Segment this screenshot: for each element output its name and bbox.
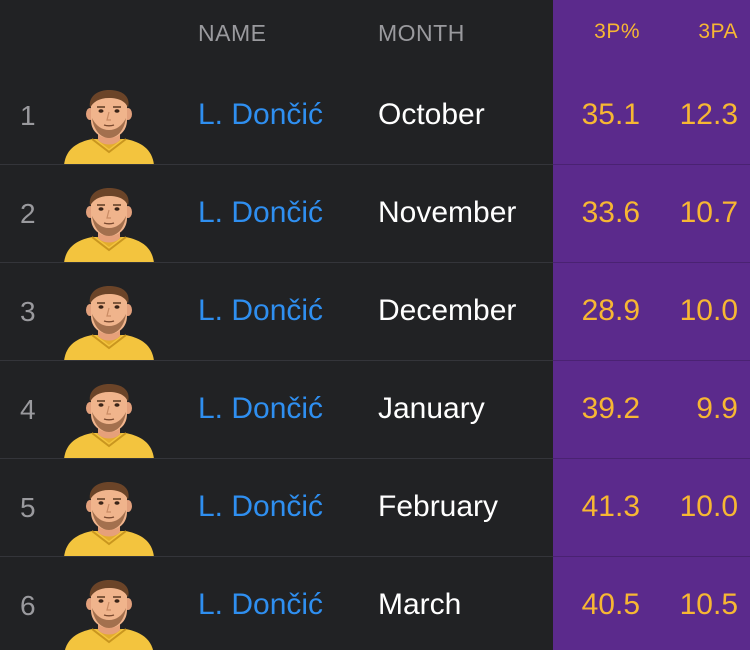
row-month: October [378,98,485,131]
column-header-3p-pct[interactable]: 3P% [594,20,640,43]
player-headshot-icon[interactable] [56,580,162,650]
player-headshot-icon[interactable] [56,384,162,459]
row-divider-stat [553,556,750,557]
table-row[interactable]: 5 L. Dončić Fe [0,460,750,557]
row-month: December [378,294,517,327]
row-divider [0,164,750,165]
row-divider [0,458,750,459]
row-month: January [378,392,485,425]
row-3pa: 10.7 [679,196,738,229]
row-3pa: 10.5 [679,588,738,621]
column-header-3pa[interactable]: 3PA [698,20,738,43]
table-row[interactable]: 6 L. Dončić Ma [0,558,750,650]
row-3pa: 12.3 [679,98,738,131]
player-name-link[interactable]: L. Dončić [198,588,324,621]
row-rank: 4 [20,394,36,425]
row-3p-pct: 40.5 [581,588,640,621]
row-3pa: 9.9 [696,392,738,425]
row-month: November [378,196,517,229]
row-divider [0,262,750,263]
player-name-link[interactable]: L. Dončić [198,98,324,131]
row-3p-pct: 35.1 [581,98,640,131]
player-headshot-icon[interactable] [56,286,162,361]
table-row[interactable]: 3 L. Dončić De [0,264,750,361]
table-row[interactable]: 2 L. Dončić No [0,166,750,263]
row-rank: 2 [20,198,36,229]
player-name-link[interactable]: L. Dončić [198,392,324,425]
column-header-month[interactable]: MONTH [378,20,465,46]
row-divider [0,556,750,557]
table-row[interactable]: 1 L. Dončić Oc [0,68,750,165]
player-name-link[interactable]: L. Dončić [198,294,324,327]
stat-column-highlight [553,0,750,650]
row-3p-pct: 33.6 [581,196,640,229]
row-divider-stat [553,360,750,361]
row-divider-stat [553,458,750,459]
row-3p-pct: 28.9 [581,294,640,327]
row-divider [0,360,750,361]
row-rank: 6 [20,590,36,621]
row-rank: 3 [20,296,36,327]
row-3p-pct: 39.2 [581,392,640,425]
player-name-link[interactable]: L. Dončić [198,196,324,229]
row-rank: 5 [20,492,36,523]
player-name-link[interactable]: L. Dončić [198,490,324,523]
row-month: February [378,490,499,523]
column-header-name[interactable]: NAME [198,20,267,46]
row-divider-stat [553,164,750,165]
player-headshot-icon[interactable] [56,482,162,557]
player-headshot-icon[interactable] [56,188,162,263]
player-headshot-icon[interactable] [56,90,162,165]
row-rank: 1 [20,100,36,131]
row-divider-stat [553,262,750,263]
row-month: March [378,588,462,621]
table-header: NAME MONTH 3P% 3PA [0,0,750,68]
row-3pa: 10.0 [679,294,738,327]
row-3p-pct: 41.3 [581,490,640,523]
table-row[interactable]: 4 L. Dončić Ja [0,362,750,459]
row-3pa: 10.0 [679,490,738,523]
